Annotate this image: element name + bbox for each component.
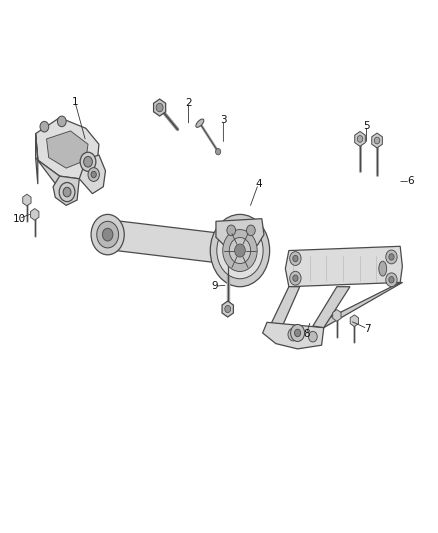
Polygon shape bbox=[35, 134, 60, 189]
Circle shape bbox=[88, 167, 99, 181]
Circle shape bbox=[225, 305, 231, 313]
Circle shape bbox=[247, 225, 255, 236]
Polygon shape bbox=[315, 282, 403, 328]
Polygon shape bbox=[269, 287, 300, 329]
Text: 8: 8 bbox=[303, 329, 310, 339]
Polygon shape bbox=[79, 155, 106, 193]
Circle shape bbox=[386, 273, 397, 287]
Polygon shape bbox=[333, 310, 341, 321]
Circle shape bbox=[91, 214, 124, 255]
Circle shape bbox=[156, 103, 163, 112]
Polygon shape bbox=[286, 246, 403, 287]
Circle shape bbox=[294, 329, 300, 337]
Polygon shape bbox=[31, 208, 39, 220]
Text: 9: 9 bbox=[211, 281, 218, 291]
Circle shape bbox=[290, 252, 301, 265]
Text: 10: 10 bbox=[12, 214, 25, 224]
Polygon shape bbox=[35, 134, 38, 184]
Polygon shape bbox=[23, 194, 31, 206]
Circle shape bbox=[227, 225, 236, 236]
Text: 6: 6 bbox=[407, 176, 413, 187]
Circle shape bbox=[217, 222, 263, 279]
Polygon shape bbox=[222, 301, 233, 317]
Circle shape bbox=[389, 254, 394, 260]
Polygon shape bbox=[106, 220, 241, 265]
Circle shape bbox=[293, 275, 298, 281]
Circle shape bbox=[288, 328, 298, 341]
Circle shape bbox=[374, 137, 380, 144]
Circle shape bbox=[308, 332, 317, 342]
Text: 7: 7 bbox=[364, 324, 371, 334]
Circle shape bbox=[215, 149, 221, 155]
Circle shape bbox=[229, 238, 251, 263]
Circle shape bbox=[63, 187, 71, 197]
Ellipse shape bbox=[379, 261, 387, 276]
Text: 5: 5 bbox=[363, 120, 370, 131]
Circle shape bbox=[102, 228, 113, 241]
Circle shape bbox=[389, 277, 394, 283]
Text: 4: 4 bbox=[255, 179, 261, 189]
Polygon shape bbox=[355, 132, 365, 147]
Circle shape bbox=[59, 182, 75, 201]
Polygon shape bbox=[350, 315, 359, 327]
Circle shape bbox=[80, 152, 96, 171]
Circle shape bbox=[290, 325, 304, 342]
Polygon shape bbox=[154, 99, 166, 116]
Circle shape bbox=[91, 171, 96, 177]
Circle shape bbox=[40, 122, 49, 132]
Circle shape bbox=[290, 271, 301, 285]
Circle shape bbox=[210, 214, 270, 287]
Polygon shape bbox=[313, 287, 350, 328]
Text: 1: 1 bbox=[71, 96, 78, 107]
Polygon shape bbox=[372, 133, 382, 148]
Circle shape bbox=[386, 250, 397, 264]
Text: 2: 2 bbox=[185, 98, 192, 108]
Circle shape bbox=[293, 255, 298, 262]
Circle shape bbox=[57, 116, 66, 127]
Polygon shape bbox=[35, 118, 99, 179]
Text: 3: 3 bbox=[220, 115, 227, 125]
Polygon shape bbox=[46, 131, 88, 168]
Circle shape bbox=[84, 157, 92, 167]
Circle shape bbox=[223, 230, 257, 271]
Ellipse shape bbox=[196, 119, 204, 127]
Polygon shape bbox=[263, 322, 324, 349]
Circle shape bbox=[357, 135, 363, 142]
Polygon shape bbox=[216, 219, 264, 248]
Circle shape bbox=[97, 221, 119, 248]
Circle shape bbox=[235, 244, 245, 257]
Polygon shape bbox=[53, 176, 79, 205]
